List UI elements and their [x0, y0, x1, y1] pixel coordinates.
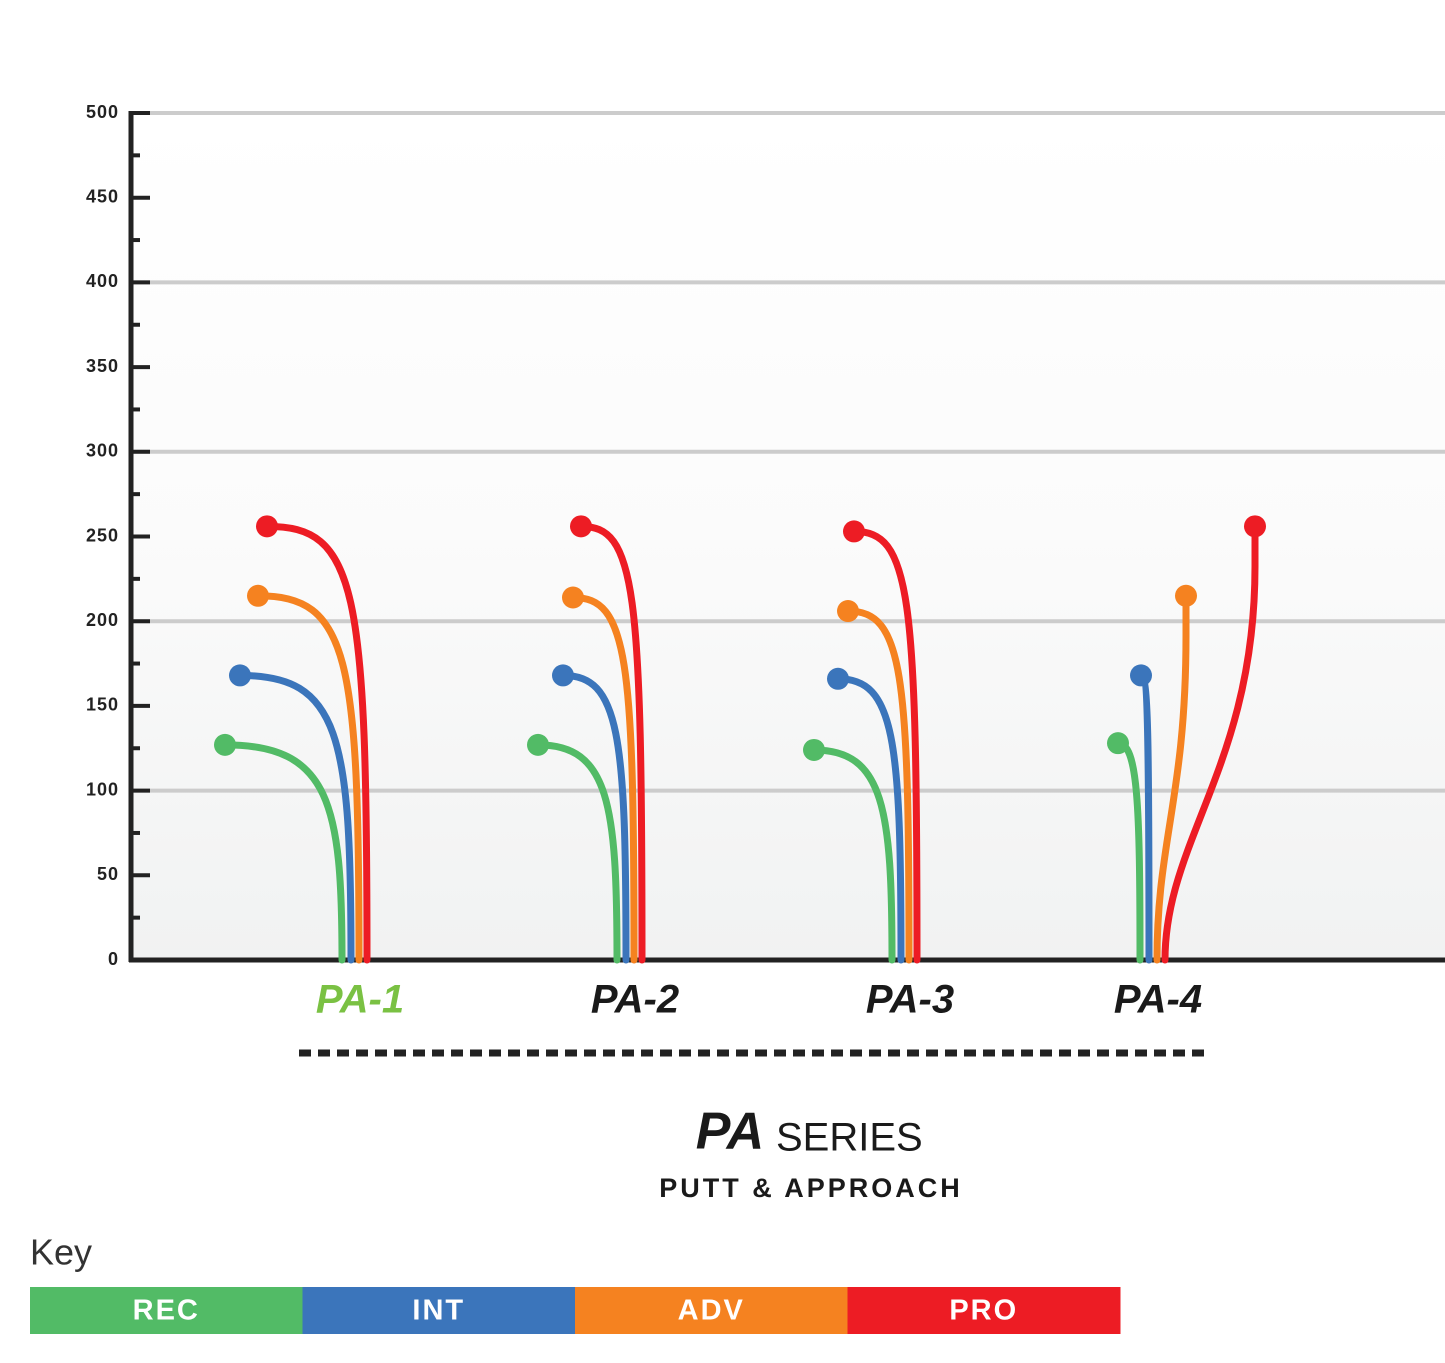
legend-label: PRO [949, 1295, 1018, 1327]
x-tick-label: PA-4 [1114, 978, 1202, 1022]
flight-path [254, 592, 363, 964]
y-tick-label: 300 [86, 441, 119, 461]
flight-path [534, 741, 621, 964]
flight-end [843, 520, 865, 543]
y-tick-label: 350 [86, 356, 119, 376]
flight-end [527, 733, 549, 756]
x-tick-label: PA-2 [591, 978, 679, 1022]
x-tick-label: PA-3 [866, 978, 954, 1022]
y-tick-label: 200 [86, 610, 119, 630]
y-tick-label: 250 [86, 525, 119, 545]
flight-path [236, 671, 355, 964]
flight-end [827, 667, 849, 690]
flight-end [803, 738, 825, 761]
plot-background [131, 113, 1445, 960]
y-tick-label: 100 [86, 779, 119, 799]
legend-label: ADV [678, 1295, 745, 1327]
legend-label: INT [412, 1295, 465, 1327]
logo: PA [696, 1103, 764, 1161]
x-tick-label: PA-1 [316, 978, 404, 1022]
y-tick-label: 500 [86, 102, 119, 122]
flight-path [577, 522, 646, 964]
legend-title: Key [30, 1232, 92, 1273]
flight-path [834, 675, 905, 964]
flight-end [214, 733, 236, 756]
flight-end [256, 515, 278, 538]
flight-path [810, 746, 896, 964]
flight-path [1153, 592, 1190, 964]
legend-label: REC [133, 1295, 200, 1327]
flight-path [850, 527, 921, 964]
flight-path [263, 522, 371, 964]
flight-end [837, 600, 859, 623]
y-tick-label: 0 [108, 949, 119, 969]
flight-end [1175, 584, 1197, 607]
flight-path [844, 607, 913, 964]
y-tick-label: 450 [86, 186, 119, 206]
flight-path [1161, 522, 1259, 964]
flight-path [221, 741, 346, 964]
flight-end [229, 664, 251, 687]
legend-swatch [302, 1287, 576, 1334]
flight-end [1244, 515, 1266, 538]
legend-swatch [847, 1287, 1121, 1334]
y-tick-label: 50 [97, 864, 119, 884]
y-tick-label: 150 [86, 695, 119, 715]
flight-end [570, 515, 592, 538]
flight-path [559, 671, 630, 964]
legend-swatch [575, 1287, 848, 1334]
chart-title: SERIES [776, 1116, 923, 1160]
flight-end [562, 586, 584, 609]
flight-end [1107, 732, 1129, 755]
y-tick-label: 400 [86, 271, 119, 291]
flight-end [247, 584, 269, 607]
flight-path [569, 593, 638, 964]
flight-end [552, 664, 574, 687]
chart-subtitle: PUTT & APPROACH [659, 1173, 963, 1203]
flight-end [1130, 664, 1152, 687]
legend-swatch [30, 1287, 303, 1334]
